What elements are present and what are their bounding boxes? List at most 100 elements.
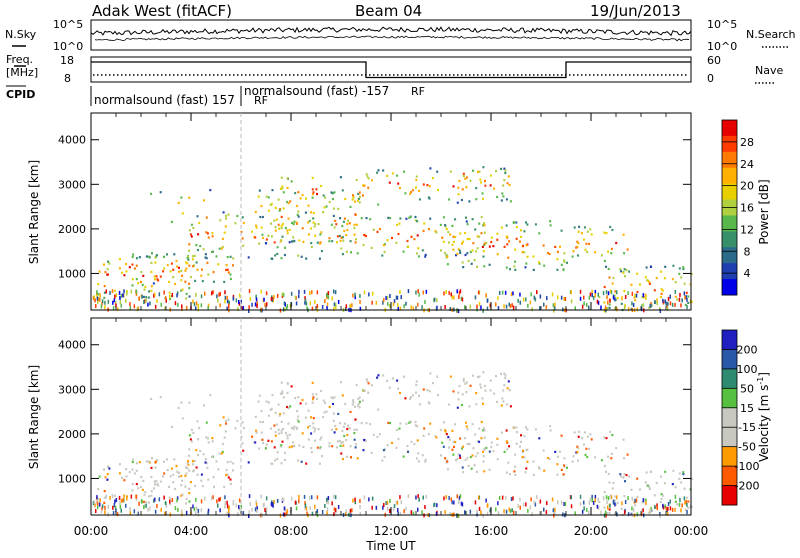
power-echo-cell xyxy=(353,227,356,230)
velocity-echo-cell xyxy=(166,458,168,461)
power-echo-cell xyxy=(279,240,282,243)
velocity-echo-cell xyxy=(115,498,118,502)
velocity-echo-cell xyxy=(314,504,316,509)
power-echo-cell xyxy=(145,298,147,303)
power-echo-cell xyxy=(345,234,348,237)
freq-tick-bottom: 8 xyxy=(64,72,71,85)
power-echo-cell xyxy=(551,292,554,297)
velocity-echo-cell xyxy=(642,508,644,513)
power-echo-cell xyxy=(527,303,529,308)
power-echo-cell xyxy=(336,235,339,238)
velocity-echo-cell xyxy=(680,481,683,484)
velocity-echo-cell xyxy=(605,437,608,440)
power-echo-cell xyxy=(603,231,606,234)
cpid-segment-2-suffix: RF xyxy=(411,85,425,98)
velocity-echo-cell xyxy=(316,509,319,513)
power-echo-cell xyxy=(99,293,101,298)
power-echo-cell xyxy=(262,236,265,240)
velocity-echo-cell xyxy=(534,428,537,431)
colorbar-frame xyxy=(721,329,738,506)
velocity-echo-cell xyxy=(682,471,685,474)
power-echo-cell xyxy=(406,239,409,243)
power-echo-cell xyxy=(680,276,683,279)
power-echo-cell xyxy=(204,256,207,259)
power-echo-cell xyxy=(442,216,445,219)
velocity-echo-cell xyxy=(446,468,449,471)
velocity-echo-cell xyxy=(443,496,445,501)
velocity-echo-cell xyxy=(212,476,215,479)
power-echo-cell xyxy=(286,232,289,235)
velocity-echo-cell xyxy=(538,467,541,470)
velocity-echo-cell xyxy=(395,500,398,505)
velocity-echo-cell xyxy=(242,449,245,452)
power-echo-cell xyxy=(662,298,664,303)
power-echo-cell xyxy=(627,307,630,312)
power-echo-cell xyxy=(220,247,223,250)
power-echo-cell xyxy=(195,306,197,311)
velocity-echo-cell xyxy=(592,500,595,505)
velocity-echo-cell xyxy=(396,379,399,382)
velocity-echo-cell xyxy=(520,434,522,437)
power-echo-cell xyxy=(476,265,478,268)
velocity-echo-cell xyxy=(615,446,618,450)
velocity-echo-cell xyxy=(486,511,489,516)
power-echo-cell xyxy=(147,296,150,299)
power-echo-cell xyxy=(343,229,346,233)
velocity-echo-cell xyxy=(153,480,156,483)
velocity-echo-cell xyxy=(684,508,687,511)
power-echo-cell xyxy=(388,181,391,184)
power-echo-cell xyxy=(410,305,413,310)
power-echo-cell xyxy=(628,270,631,273)
velocity-echo-cell xyxy=(149,506,151,511)
velocity-echo-cell xyxy=(503,372,506,375)
power-echo-cell xyxy=(258,242,261,245)
power-echo-cell xyxy=(107,260,110,263)
velocity-echo-cell xyxy=(164,501,167,506)
velocity-echo-cell xyxy=(305,462,308,465)
velocity-echo-cell xyxy=(307,438,310,441)
velocity-echo-cell xyxy=(685,499,687,504)
power-echo-cell xyxy=(505,198,508,201)
velocity-echo-cell xyxy=(147,501,150,504)
velocity-echo-cell xyxy=(158,497,161,502)
velocity-echo-cell xyxy=(172,473,175,476)
power-echo-cell xyxy=(324,299,326,303)
velocity-echo-cell xyxy=(199,449,202,453)
power-echo-cell xyxy=(530,292,532,297)
velocity-echo-cell xyxy=(456,457,459,460)
velocity-echo-cell xyxy=(609,430,612,433)
power-echo-cell xyxy=(274,226,277,229)
power-echo-cell xyxy=(196,268,199,271)
velocity-echo-cell xyxy=(616,495,618,500)
velocity-echo-cell xyxy=(137,511,139,516)
velocity-echo-cell xyxy=(113,503,116,508)
power-echo-cell xyxy=(424,253,427,256)
power-echo-cell xyxy=(509,304,512,309)
velocity-echo-cell xyxy=(293,445,295,448)
velocity-echo-cell xyxy=(572,455,575,458)
velocity-echo-cell xyxy=(219,496,221,501)
velocity-echo-cell xyxy=(145,501,148,504)
velocity-echo-cell xyxy=(336,440,339,443)
power-echo-cell xyxy=(505,224,508,227)
power-echo-cell xyxy=(241,237,244,240)
velocity-echo-cell xyxy=(464,382,467,385)
power-echo-cell xyxy=(456,201,459,204)
power-echo-cell xyxy=(462,266,465,269)
velocity-echo-cell xyxy=(310,416,313,419)
velocity-echo-cell xyxy=(634,498,636,503)
power-echo-cell xyxy=(309,291,311,295)
velocity-echo-cell xyxy=(517,503,519,508)
velocity-echo-cell xyxy=(211,455,213,458)
power-echo-cell xyxy=(337,207,340,210)
nsky-panel xyxy=(90,19,692,51)
velocity-echo-cell xyxy=(351,508,353,513)
power-echo-cell xyxy=(104,300,106,305)
power-echo-cell xyxy=(417,289,419,294)
power-echo-cell xyxy=(123,293,125,298)
power-echo-cell xyxy=(402,250,405,253)
power-echo-cell xyxy=(674,302,676,307)
power-echo-cell xyxy=(358,195,361,198)
velocity-echo-cell xyxy=(403,509,405,514)
